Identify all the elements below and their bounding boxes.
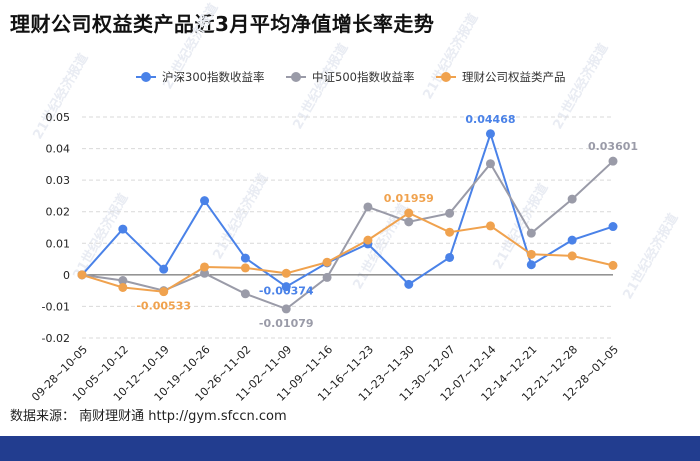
data-point <box>281 268 291 278</box>
data-label: 0.04468 <box>465 113 515 126</box>
data-point <box>608 222 618 232</box>
data-point <box>159 264 169 274</box>
y-tick-label: 0.03 <box>46 174 71 187</box>
data-label: 0.03601 <box>588 140 638 153</box>
watermark-text: 21世纪经济报道 <box>290 41 352 132</box>
data-point <box>526 228 536 238</box>
data-point <box>526 249 536 259</box>
chart-title: 理财公司权益类产品近3月平均净值增长率走势 <box>10 12 435 36</box>
data-point <box>240 263 250 273</box>
y-tick-label: -0.02 <box>42 332 70 345</box>
legend-label: 沪深300指数收益率 <box>162 70 264 84</box>
legend-marker <box>291 72 301 82</box>
data-point <box>485 159 495 169</box>
legend-label: 中证500指数收益率 <box>312 70 414 84</box>
series-points <box>77 129 618 314</box>
legend: 沪深300指数收益率 中证500指数收益率 理财公司权益类产品 <box>136 70 566 84</box>
data-point <box>118 276 128 286</box>
data-point <box>200 196 210 206</box>
data-point <box>281 282 291 292</box>
data-label: -0.01079 <box>259 317 314 330</box>
data-source: 数据来源： 南财理财通 http://gym.sfccn.com <box>10 409 287 424</box>
data-point <box>445 227 455 237</box>
watermark-layer: 21世纪经济报道 21世纪经济报道 21世纪经济报道 21世纪经济报道 21世纪经济报道… <box>30 1 682 302</box>
data-point <box>240 289 250 299</box>
watermark-text: 21世纪经济报道 <box>70 191 132 282</box>
watermark-text: 21世纪经济报道 <box>620 211 682 302</box>
series-line <box>81 211 614 293</box>
y-axis: 0.05 0.04 0.03 0.02 0.01 0 -0.01 -0.02 <box>42 111 70 345</box>
legend-label: 理财公司权益类产品 <box>462 70 566 84</box>
line-chart: 21世纪经济报道 21世纪经济报道 21世纪经济报道 21世纪经济报道 21世纪经济报道… <box>29 1 682 404</box>
y-tick-label: 0.05 <box>46 111 71 124</box>
series-lines <box>81 130 614 311</box>
y-tick-label: 0 <box>63 269 70 282</box>
data-label: -0.00374 <box>259 285 314 298</box>
x-axis: 09-28~10-0510-05~10-1210-12~10-1910-19~1… <box>29 343 621 404</box>
data-point <box>77 270 87 280</box>
data-point <box>485 129 495 139</box>
data-point <box>485 221 495 231</box>
data-point <box>363 235 373 245</box>
y-tick-label: 0.02 <box>46 206 71 219</box>
data-point <box>526 260 536 270</box>
data-labels: 0.04468 0.03601 0.01959 -0.00533 -0.00374 -0.… <box>136 113 638 330</box>
data-point <box>240 253 250 263</box>
watermark-text: 21世纪经济报道 <box>210 171 272 262</box>
data-label: 0.01959 <box>384 192 434 205</box>
footer-bar <box>0 436 700 461</box>
data-point <box>200 268 210 278</box>
data-point <box>118 282 128 292</box>
data-point <box>281 304 291 314</box>
data-point <box>567 235 577 245</box>
data-point <box>445 252 455 262</box>
data-point <box>608 260 618 270</box>
watermark-text: 21世纪经济报道 <box>420 11 482 102</box>
data-point <box>445 208 455 218</box>
y-tick-label: 0.01 <box>46 237 71 250</box>
legend-marker <box>141 72 151 82</box>
data-point <box>567 251 577 261</box>
data-point <box>608 156 618 166</box>
data-point <box>200 262 210 272</box>
y-tick-label: 0.04 <box>46 143 71 156</box>
y-tick-label: -0.01 <box>42 300 70 313</box>
data-point <box>404 217 414 227</box>
data-label: -0.00533 <box>136 300 191 313</box>
series-line <box>81 130 614 288</box>
data-point <box>363 202 373 212</box>
data-point <box>322 272 332 282</box>
watermark-text: 21世纪经济报道 <box>550 41 612 132</box>
data-point <box>404 279 414 289</box>
data-point <box>567 194 577 204</box>
data-point <box>118 224 128 234</box>
data-point <box>322 257 332 267</box>
watermark-text: 21世纪经济报道 <box>30 51 92 142</box>
legend-marker <box>441 72 451 82</box>
data-point <box>404 208 414 218</box>
data-point <box>159 287 169 297</box>
